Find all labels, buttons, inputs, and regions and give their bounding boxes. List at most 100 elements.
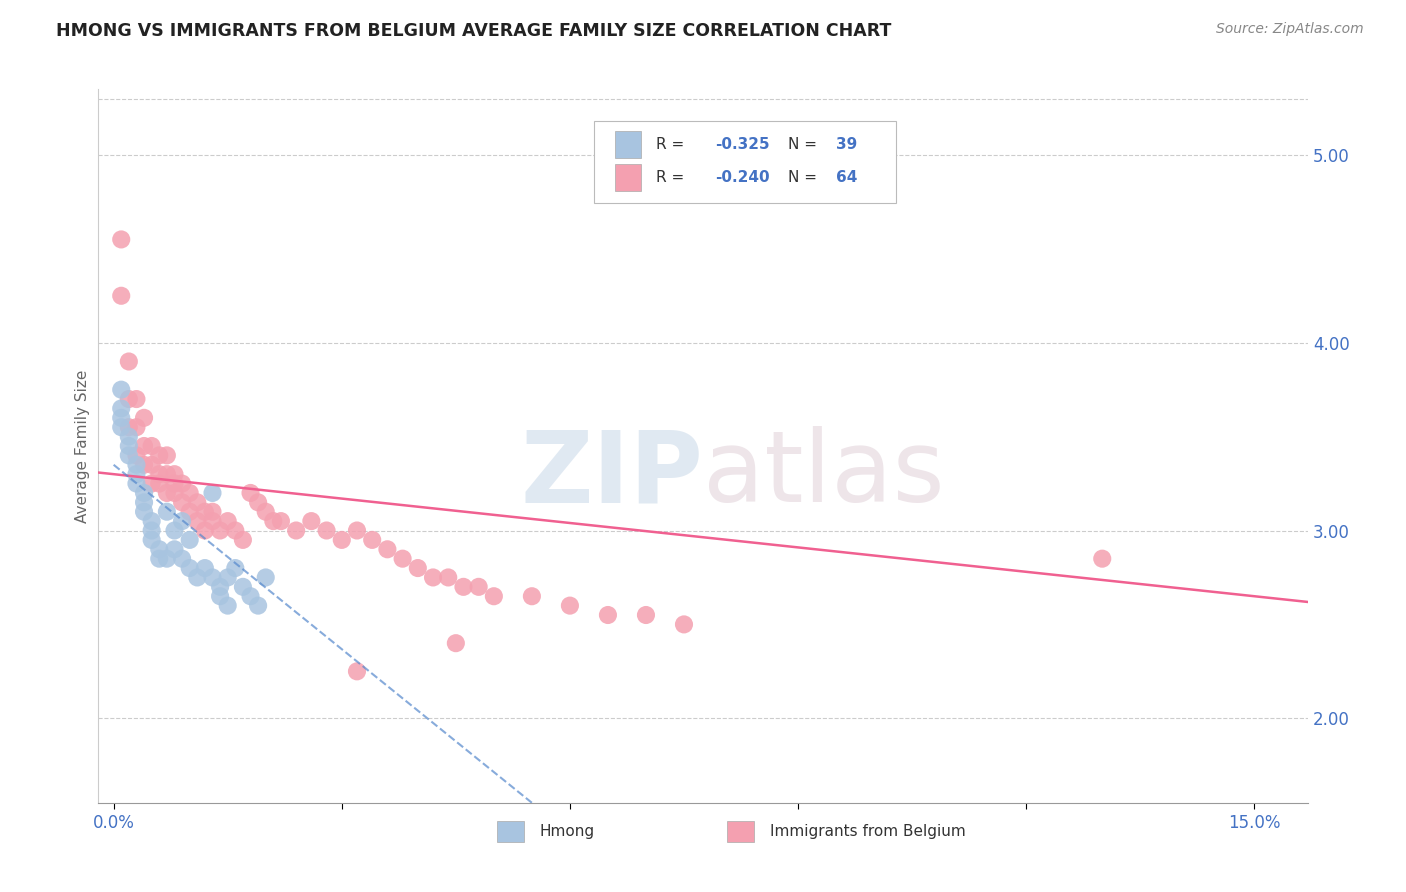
Point xyxy=(118,420,141,434)
Point xyxy=(186,514,208,528)
Text: ZIP: ZIP xyxy=(520,426,703,523)
Text: atlas: atlas xyxy=(703,426,945,523)
Point xyxy=(110,383,132,397)
Point xyxy=(110,401,132,416)
Point xyxy=(444,636,467,650)
Point xyxy=(201,570,224,584)
Point xyxy=(596,607,619,622)
Point xyxy=(163,542,186,557)
Point xyxy=(141,458,163,472)
Point xyxy=(132,439,155,453)
Point xyxy=(148,467,170,482)
Point xyxy=(132,495,155,509)
Bar xyxy=(727,821,754,842)
Point xyxy=(156,486,179,500)
Point xyxy=(672,617,695,632)
Text: R =: R = xyxy=(655,170,689,186)
Point xyxy=(170,476,193,491)
Point xyxy=(254,505,277,519)
Point xyxy=(520,589,543,603)
Point xyxy=(156,551,179,566)
Text: -0.240: -0.240 xyxy=(716,170,769,186)
Text: -0.325: -0.325 xyxy=(716,137,769,153)
Point xyxy=(558,599,581,613)
Point xyxy=(179,505,201,519)
Point xyxy=(163,524,186,538)
Point xyxy=(262,514,284,528)
Point xyxy=(118,429,141,443)
Point xyxy=(330,533,353,547)
Bar xyxy=(614,131,641,159)
Point xyxy=(377,542,399,557)
Point xyxy=(179,533,201,547)
Point xyxy=(186,570,208,584)
Point xyxy=(232,533,254,547)
Point xyxy=(156,467,179,482)
Point xyxy=(194,505,217,519)
Point xyxy=(247,599,270,613)
Point xyxy=(453,580,475,594)
Point xyxy=(156,505,179,519)
Text: HMONG VS IMMIGRANTS FROM BELGIUM AVERAGE FAMILY SIZE CORRELATION CHART: HMONG VS IMMIGRANTS FROM BELGIUM AVERAGE… xyxy=(56,22,891,40)
Point xyxy=(110,289,132,303)
Point xyxy=(163,476,186,491)
Point xyxy=(247,495,270,509)
Point xyxy=(285,524,308,538)
Point xyxy=(194,524,217,538)
Point xyxy=(170,495,193,509)
Bar xyxy=(498,821,524,842)
Point xyxy=(110,420,132,434)
Point xyxy=(179,486,201,500)
Point xyxy=(148,542,170,557)
Point xyxy=(209,589,232,603)
Point xyxy=(201,486,224,500)
Point xyxy=(125,420,148,434)
Text: Immigrants from Belgium: Immigrants from Belgium xyxy=(769,824,966,838)
Point xyxy=(391,551,413,566)
Point xyxy=(315,524,337,538)
Point xyxy=(125,449,148,463)
Point xyxy=(194,561,217,575)
Point xyxy=(239,589,262,603)
Point xyxy=(217,514,239,528)
Point xyxy=(239,486,262,500)
Text: Source: ZipAtlas.com: Source: ZipAtlas.com xyxy=(1216,22,1364,37)
Point xyxy=(232,580,254,594)
Point xyxy=(148,476,170,491)
Point xyxy=(346,665,368,679)
Point xyxy=(437,570,460,584)
Point xyxy=(170,551,193,566)
Point xyxy=(201,505,224,519)
Point xyxy=(346,524,368,538)
Text: 39: 39 xyxy=(837,137,858,153)
Point xyxy=(163,467,186,482)
Point xyxy=(270,514,292,528)
Point xyxy=(406,561,429,575)
Point xyxy=(299,514,322,528)
Point xyxy=(110,410,132,425)
Point xyxy=(110,232,132,246)
Point xyxy=(132,410,155,425)
Point xyxy=(132,486,155,500)
Text: N =: N = xyxy=(787,137,821,153)
Text: 64: 64 xyxy=(837,170,858,186)
Point xyxy=(422,570,444,584)
Point xyxy=(141,514,163,528)
Point xyxy=(254,570,277,584)
Point xyxy=(141,533,163,547)
Point xyxy=(170,514,193,528)
Point xyxy=(125,392,148,406)
Text: Hmong: Hmong xyxy=(540,824,595,838)
Point xyxy=(209,580,232,594)
Text: N =: N = xyxy=(787,170,821,186)
Point xyxy=(209,524,232,538)
Point xyxy=(132,458,155,472)
Y-axis label: Average Family Size: Average Family Size xyxy=(75,369,90,523)
Point xyxy=(163,486,186,500)
Point xyxy=(118,354,141,368)
Point xyxy=(118,449,141,463)
Point xyxy=(201,514,224,528)
FancyBboxPatch shape xyxy=(595,121,897,203)
Point xyxy=(224,524,246,538)
Point xyxy=(141,476,163,491)
